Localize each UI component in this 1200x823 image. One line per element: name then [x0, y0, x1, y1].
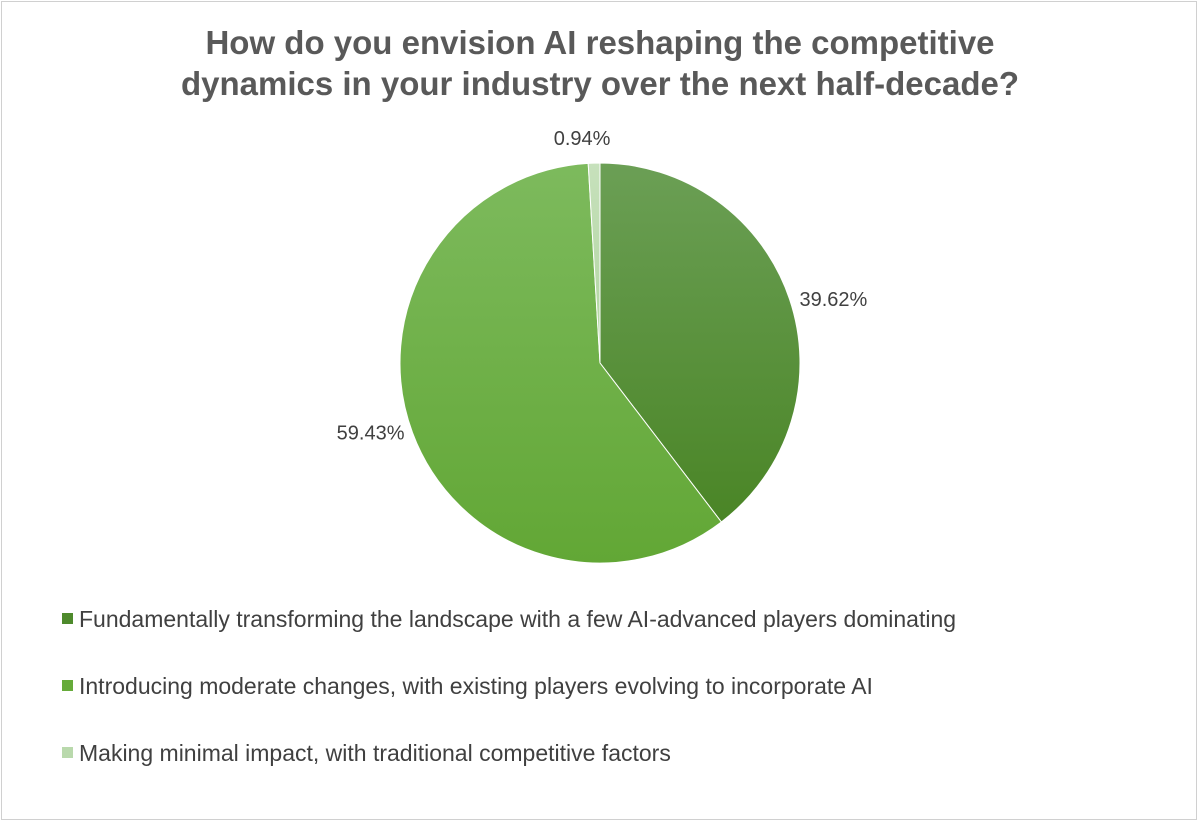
legend: Fundamentally transforming the landscape…	[62, 602, 956, 803]
legend-swatch-minimal	[62, 747, 73, 758]
pie-slice-transforming	[599, 162, 801, 523]
legend-label-moderate: Introducing moderate changes, with exist…	[79, 673, 873, 699]
legend-swatch-transforming	[62, 613, 73, 624]
legend-item-moderate: Introducing moderate changes, with exist…	[62, 669, 956, 736]
legend-label-minimal: Making minimal impact, with traditional …	[79, 740, 671, 766]
pie-slice-moderate	[399, 162, 723, 564]
chart-title-line-2: dynamics in your industry over the next …	[180, 65, 1020, 102]
chart-title: How do you envision AI reshaping the com…	[0, 22, 1200, 104]
data-label-transforming: 39.62%	[799, 289, 867, 311]
data-label-minimal: 0.94%	[554, 128, 611, 150]
legend-label-transforming: Fundamentally transforming the landscape…	[79, 606, 957, 632]
pie-slice-minimal	[587, 162, 601, 364]
legend-swatch-moderate	[62, 680, 73, 691]
legend-item-transforming: Fundamentally transforming the landscape…	[62, 602, 956, 669]
legend-item-minimal: Making minimal impact, with traditional …	[62, 736, 956, 803]
data-label-moderate: 59.43%	[337, 423, 405, 445]
chart-title-line-1: How do you envision AI reshaping the com…	[205, 24, 995, 61]
